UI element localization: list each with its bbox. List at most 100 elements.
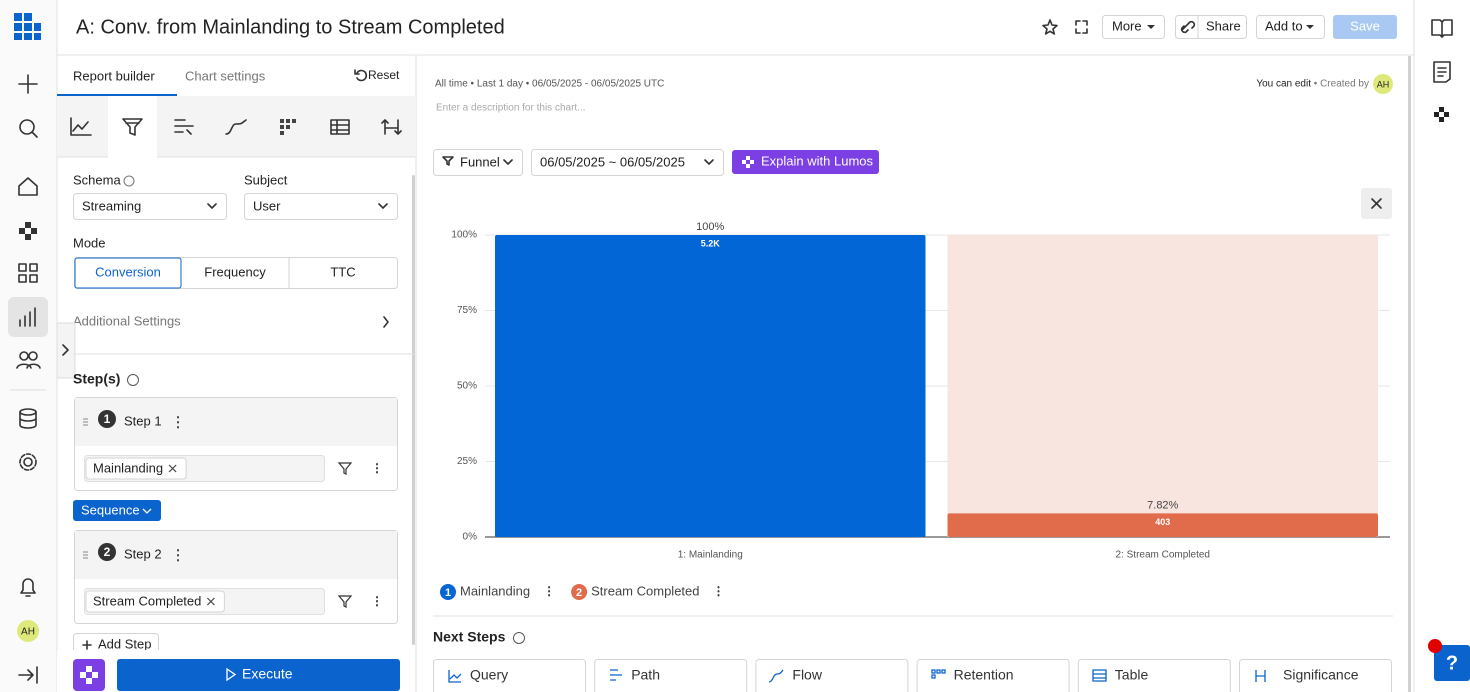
caret [1147, 25, 1155, 29]
table-icon[interactable] [330, 119, 350, 135]
avatar-text: AH [21, 627, 35, 638]
count-label: 403 [1155, 517, 1170, 527]
filter-icon[interactable] [337, 462, 353, 475]
reports-icon[interactable] [19, 307, 36, 327]
save-button[interactable] [1333, 15, 1397, 39]
chart-type-value: Funnel [460, 154, 500, 169]
steps: 1 Step 1 Mainlanding 2 Step 2 Stream Complete… [74, 397, 398, 624]
caret [1306, 25, 1314, 29]
field-label: Subject [244, 172, 288, 187]
next-step-button[interactable] [755, 659, 909, 692]
funnel-icon [442, 156, 454, 166]
date-select[interactable] [531, 149, 724, 176]
filter-icon[interactable] [337, 595, 353, 608]
line-chart-icon[interactable] [70, 117, 92, 136]
add-step-label: Add Step [98, 636, 152, 651]
next-step-button[interactable] [594, 659, 748, 692]
cohorts-icon[interactable] [16, 351, 41, 369]
avatar[interactable] [1373, 74, 1393, 94]
significance-icon[interactable] [381, 119, 402, 135]
remove-icon[interactable] [168, 464, 177, 473]
lumos-icon [80, 666, 98, 684]
share-button[interactable] [1175, 15, 1247, 39]
step-number-badge [98, 410, 116, 428]
step-label: Step 1 [124, 413, 162, 428]
reset[interactable]: Reset [368, 68, 400, 82]
schema-select[interactable] [73, 193, 227, 220]
sequence-button[interactable] [73, 500, 161, 521]
settings-icon[interactable] [19, 453, 37, 471]
share-label: Share [1206, 18, 1241, 33]
tab[interactable]: Report builder [73, 68, 155, 83]
lumos-icon[interactable] [1434, 107, 1449, 122]
chevron [207, 203, 217, 209]
mode[interactable]: Frequency [204, 264, 266, 279]
collapse-tab[interactable] [56, 322, 76, 379]
home-icon[interactable] [18, 177, 38, 196]
info-icon[interactable] [123, 175, 135, 187]
play-icon [226, 667, 237, 682]
step-header [75, 398, 397, 446]
flow-icon[interactable] [174, 119, 194, 135]
next-step-icon [448, 670, 462, 683]
value-label: 100% [696, 221, 724, 233]
collapse-icon[interactable] [18, 666, 38, 684]
reset-icon[interactable] [354, 69, 368, 82]
help-button[interactable] [1434, 645, 1470, 681]
mode[interactable]: Conversion [95, 264, 161, 279]
star-icon[interactable] [1042, 19, 1058, 35]
next-step-button[interactable] [916, 659, 1070, 692]
data-icon[interactable] [19, 408, 37, 429]
mode[interactable]: TTC [330, 264, 355, 279]
alerts-icon[interactable] [20, 578, 36, 597]
y-tick-label: 100% [451, 230, 477, 241]
next-step-button[interactable] [1239, 659, 1392, 692]
tab-underline [57, 94, 177, 96]
funnel-icon[interactable] [122, 118, 143, 136]
next-step-button[interactable] [1077, 659, 1231, 692]
logo[interactable] [14, 13, 41, 40]
add-to-button[interactable] [1256, 15, 1325, 39]
next-step-label: Table [1115, 667, 1149, 683]
y-tick-label: 50% [457, 381, 477, 392]
mode-selected[interactable] [74, 257, 182, 289]
notification-dot [1428, 639, 1442, 653]
info-icon[interactable] [513, 632, 525, 644]
tab[interactable]: Chart settings [185, 68, 266, 83]
boards-icon[interactable] [18, 263, 38, 283]
drag-handle[interactable] [83, 551, 88, 559]
chart-type-select[interactable] [433, 149, 523, 176]
drag-handle[interactable] [83, 418, 88, 426]
left-nav [0, 0, 57, 692]
docs-icon[interactable] [1431, 19, 1453, 38]
avatar[interactable] [17, 620, 39, 642]
new-icon[interactable] [18, 74, 38, 94]
next-step-icon [1092, 669, 1107, 682]
legend-label: Mainlanding [460, 583, 530, 598]
next-step-button[interactable] [433, 659, 586, 692]
notes-icon[interactable] [1433, 61, 1451, 83]
nav-selected[interactable] [8, 297, 48, 337]
retention-icon[interactable] [280, 119, 296, 135]
remove-icon[interactable] [206, 597, 215, 606]
execute-button[interactable] [117, 659, 400, 691]
lumos-icon[interactable] [19, 222, 37, 240]
lumos-button[interactable] [73, 659, 105, 691]
lumos-button[interactable] [732, 150, 879, 174]
subject-select[interactable] [244, 193, 398, 220]
more-label: More [1112, 18, 1142, 33]
next-step-label: Flow [792, 667, 822, 683]
expand-icon[interactable] [1075, 20, 1088, 34]
more-button[interactable] [1102, 15, 1165, 39]
link-icon[interactable] [1180, 20, 1196, 34]
info-icon[interactable] [127, 374, 139, 386]
additional-settings[interactable]: Additional Settings [73, 313, 181, 328]
search-icon[interactable] [19, 119, 38, 138]
description-input[interactable]: Enter a description for this chart... [436, 103, 586, 114]
report-title: A: Conv. from Mainlanding to Stream Comp… [76, 16, 505, 38]
path-icon[interactable] [225, 119, 247, 135]
next-step-icon [610, 669, 622, 681]
chart-type-selected[interactable] [108, 96, 157, 157]
